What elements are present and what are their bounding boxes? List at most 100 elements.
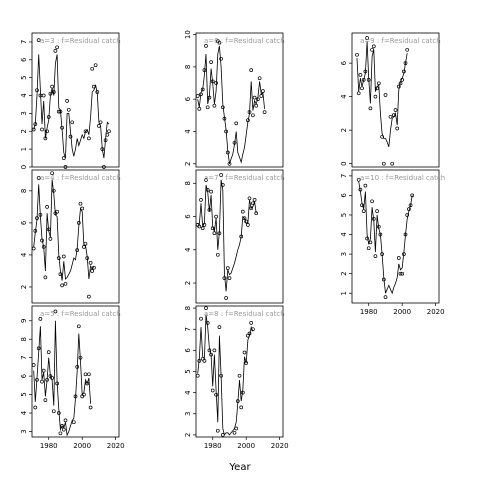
data-point: [219, 56, 223, 61]
data-point: [388, 114, 393, 119]
data-point: [51, 90, 56, 94]
data-point: [35, 216, 39, 220]
data-point: [107, 129, 111, 134]
y-tick-label: 2: [184, 162, 192, 166]
y-tick-label: 4: [20, 252, 28, 257]
data-point: [376, 224, 381, 229]
data-point: [256, 97, 260, 102]
data-point: [220, 433, 225, 437]
panel-8: 2 3 4 5 6 7 8 1980 2000 2020 a=8 : f=Residual catc…: [184, 305, 289, 450]
data-point: [66, 107, 71, 112]
data-point: [395, 126, 400, 131]
data-point: [68, 134, 73, 139]
data-point: [83, 129, 88, 134]
data-point: [83, 241, 88, 246]
data-point: [75, 248, 80, 252]
data-point: [56, 411, 61, 415]
data-point: [383, 93, 388, 97]
data-point: [46, 227, 51, 232]
data-point: [217, 325, 222, 329]
data-point: [210, 226, 215, 231]
data-point: [376, 81, 381, 86]
y-tick-label: 8: [184, 181, 192, 185]
data-point: [240, 390, 245, 395]
data-point: [43, 275, 48, 280]
data-point: [381, 277, 386, 282]
data-point: [45, 377, 49, 382]
data-point: [50, 84, 54, 89]
data-point: [210, 388, 215, 393]
data-point: [239, 405, 244, 410]
y-tick-label: 7: [20, 40, 28, 44]
data-point: [355, 52, 359, 57]
y-tick-label: 7: [340, 174, 348, 178]
y-tick-label: 7: [184, 327, 192, 331]
y-tick-label: 1: [20, 147, 28, 151]
data-point: [249, 206, 254, 211]
data-point: [58, 109, 63, 114]
data-point: [410, 193, 415, 198]
y-tick-label: 6: [340, 193, 348, 198]
data-point: [262, 110, 267, 114]
data-point: [51, 188, 56, 193]
data-point: [195, 373, 200, 378]
y-tick-label: 10: [184, 30, 192, 39]
data-point: [239, 234, 244, 239]
data-point: [76, 324, 81, 329]
data-point: [209, 352, 213, 357]
data-point: [45, 129, 49, 134]
data-point: [247, 331, 252, 336]
data-point: [365, 36, 369, 40]
data-point: [246, 223, 250, 227]
data-point: [58, 272, 63, 277]
data-point: [373, 254, 378, 258]
data-point: [219, 373, 223, 378]
data-point: [360, 203, 364, 208]
data-point: [249, 68, 254, 72]
panel-frame: [351, 32, 440, 168]
data-point: [224, 129, 228, 134]
x-axis-label: Year: [228, 462, 251, 473]
y-tick-label: 6: [184, 348, 192, 353]
panel-6: 1 2 3 4 5 6 7 1980 2000 2020 a=10 : f=Residual cat…: [340, 169, 445, 316]
panel-label: a=7 : f=Residual catch: [204, 174, 285, 182]
data-point: [204, 306, 208, 310]
data-point: [398, 81, 403, 86]
data-point: [356, 91, 361, 96]
data-point: [82, 245, 86, 249]
data-point: [251, 327, 255, 332]
x-tick-label: 2000: [73, 442, 91, 450]
panel-frame: [195, 169, 284, 304]
panel-3: 0 2 4 6 a=9 : f=Residual catch: [340, 32, 441, 168]
data-point: [249, 321, 254, 325]
data-point: [371, 217, 376, 221]
data-point: [73, 394, 78, 399]
series-line: [358, 181, 413, 295]
panel-label: a=6 : f=Residual catch: [204, 37, 285, 45]
data-point: [38, 213, 43, 217]
data-point: [375, 86, 379, 91]
data-point: [251, 201, 255, 206]
data-point: [87, 136, 91, 141]
data-point: [225, 266, 230, 270]
series-line: [33, 320, 91, 437]
data-point: [227, 276, 232, 280]
y-tick-label: 6: [184, 96, 192, 101]
data-point: [60, 424, 64, 428]
data-point: [202, 68, 207, 72]
data-point: [200, 226, 205, 231]
data-point: [405, 213, 410, 217]
series-line: [197, 179, 257, 292]
data-point: [235, 399, 240, 403]
data-point: [224, 296, 228, 300]
data-point: [78, 201, 83, 206]
data-point: [50, 376, 54, 380]
data-point: [90, 66, 95, 71]
data-point: [219, 173, 223, 177]
y-tick-label: 0: [340, 161, 348, 165]
data-point: [40, 379, 44, 384]
data-point: [53, 309, 58, 314]
data-point: [246, 118, 250, 123]
panel-1: 0 1 2 3 4 5 6 7 a=3 : f=Residual catch: [20, 32, 121, 169]
